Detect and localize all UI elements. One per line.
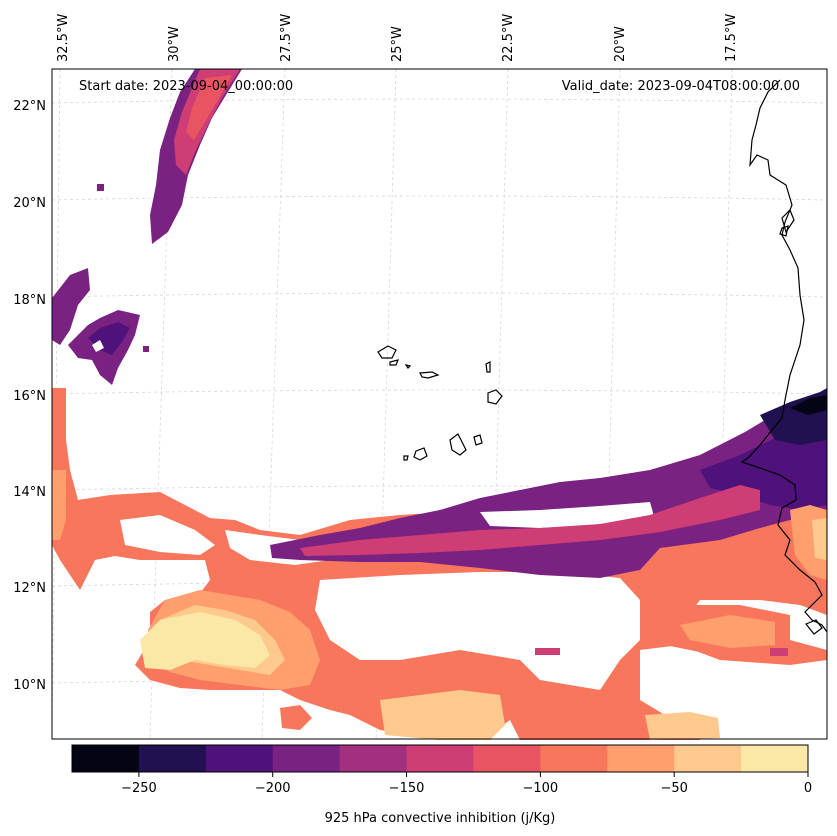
lon-label: 17.5°W — [724, 14, 739, 62]
map-frame — [51, 68, 828, 740]
cabo-verde-island — [377, 345, 397, 359]
contour-west-cluster — [52, 268, 90, 345]
contour-band-north-core — [186, 75, 232, 140]
lat-label: 16°N — [13, 389, 46, 404]
lon-label: 25°W — [390, 26, 405, 62]
cabo-verde-island — [413, 447, 428, 461]
parallel-line — [51, 98, 828, 104]
colorbar-tick-label: −150 — [389, 781, 425, 796]
lon-label: 32.5°W — [56, 14, 71, 62]
lon-label: 20°W — [613, 26, 628, 62]
start-date-annotation: Start date: 2023-09-04_00:00:00 — [79, 79, 293, 94]
contour-speck — [770, 648, 788, 656]
lon-label: 30°W — [167, 26, 182, 62]
contour-light-patch-4 — [380, 690, 505, 740]
colorbar-tick-label: −100 — [523, 781, 559, 796]
cabo-verde-island — [419, 371, 440, 379]
valid-date-annotation: Valid_date: 2023-09-04T08:00:00.00 — [562, 79, 800, 94]
cabo-verde-island — [403, 455, 409, 461]
colorbar: −250 −200 −150 −100 −50 0 925 hPa convective … — [71, 744, 812, 826]
map-panel: Start date: 2023-09-04_00:00:00 Valid_da… — [13, 14, 828, 740]
contour-east-patch-core — [680, 615, 775, 648]
lat-label: 14°N — [13, 485, 46, 500]
cabo-verde-island — [389, 359, 399, 366]
colorbar-swatch — [138, 745, 207, 772]
africa-coastline — [740, 79, 828, 633]
cabo-verde-island — [449, 433, 467, 456]
contour-light-patch-5 — [52, 470, 66, 540]
latitude-labels: 22°N 20°N 18°N 16°N 14°N 12°N 10°N — [13, 99, 46, 693]
lat-label: 12°N — [13, 581, 46, 596]
cabo-verde-island — [404, 364, 412, 369]
island-coast — [805, 619, 823, 635]
contour-black-core — [790, 395, 827, 415]
lon-label: 22.5°W — [501, 14, 516, 62]
colorbar-tick-label: −250 — [121, 781, 157, 796]
coastlines — [377, 79, 828, 635]
island-coast — [779, 225, 789, 237]
lat-label: 18°N — [13, 293, 46, 308]
parallel-line — [51, 389, 828, 395]
contour-band-north — [150, 69, 242, 244]
colorbar-swatches — [72, 745, 809, 772]
contour-purple-band-hole — [480, 502, 655, 528]
colorbar-swatch — [406, 745, 474, 772]
colorbar-tick-label: −50 — [660, 781, 687, 796]
contour-speck — [97, 184, 104, 191]
cabo-verde-island — [487, 389, 503, 405]
contour-coast-warm-core — [812, 518, 827, 560]
colorbar-label: 925 hPa convective inhibition (j/Kg) — [325, 811, 556, 826]
parallel-line — [51, 485, 828, 491]
colorbar-swatch — [72, 745, 140, 772]
longitude-labels: 32.5°W 30°W 27.5°W 25°W 22.5°W 20°W 17.5… — [56, 14, 739, 62]
lat-label: 22°N — [13, 99, 46, 114]
colorbar-swatch — [674, 745, 742, 772]
cabo-verde-island — [473, 434, 483, 446]
lon-label: 27.5°W — [279, 14, 294, 62]
cin-contours — [52, 69, 827, 740]
parallel-line — [51, 581, 828, 587]
contour-gap-1 — [120, 515, 215, 555]
colorbar-ticks: −250 −200 −150 −100 −50 0 — [121, 772, 812, 796]
colorbar-swatch — [607, 745, 675, 772]
colorbar-swatch — [473, 745, 541, 772]
colorbar-swatch — [272, 745, 341, 772]
colorbar-swatch — [205, 745, 274, 772]
contour-band-magenta — [300, 485, 760, 556]
lat-label: 10°N — [13, 678, 46, 693]
contour-speck — [143, 346, 149, 352]
contour-gap-2 — [315, 572, 640, 690]
contour-light-patch-3 — [140, 612, 270, 670]
contour-purple-band — [270, 395, 827, 578]
colorbar-tick-label: −200 — [255, 781, 291, 796]
lat-label: 20°N — [13, 196, 46, 211]
colorbar-swatch — [741, 745, 809, 772]
contour-small-blob-2 — [645, 712, 720, 740]
contour-speck — [535, 648, 560, 655]
cabo-verde-island — [485, 361, 491, 373]
meridian-line — [51, 68, 61, 740]
colorbar-tick-label: 0 — [804, 781, 812, 796]
colorbar-swatch — [339, 745, 408, 772]
contour-small-blob-1 — [280, 705, 312, 730]
colorbar-frame — [71, 744, 809, 773]
contour-west-cluster-hole — [92, 340, 104, 352]
colorbar-swatch — [540, 745, 608, 772]
contour-band-north-inner — [174, 69, 240, 175]
parallel-line — [51, 292, 828, 298]
